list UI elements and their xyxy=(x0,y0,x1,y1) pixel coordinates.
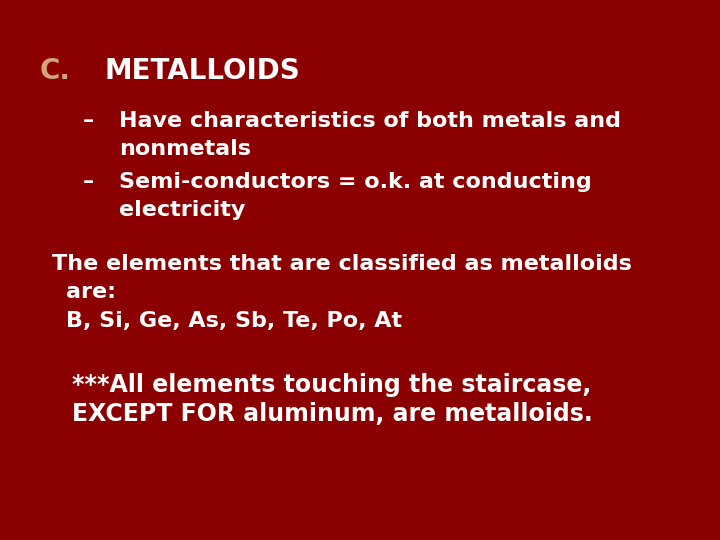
Text: EXCEPT FOR aluminum, are metalloids.: EXCEPT FOR aluminum, are metalloids. xyxy=(72,402,593,426)
Text: –: – xyxy=(83,172,94,192)
Text: METALLOIDS: METALLOIDS xyxy=(104,57,300,85)
Text: B, Si, Ge, As, Sb, Te, Po, At: B, Si, Ge, As, Sb, Te, Po, At xyxy=(66,311,402,331)
Text: The elements that are classified as metalloids: The elements that are classified as meta… xyxy=(52,254,631,274)
Text: –: – xyxy=(83,111,94,131)
Text: nonmetals: nonmetals xyxy=(119,139,251,159)
Text: ***All elements touching the staircase,: ***All elements touching the staircase, xyxy=(72,373,591,396)
Text: are:: are: xyxy=(66,282,116,302)
Text: Semi-conductors = o.k. at conducting: Semi-conductors = o.k. at conducting xyxy=(119,172,592,192)
Text: C.: C. xyxy=(40,57,71,85)
Text: Have characteristics of both metals and: Have characteristics of both metals and xyxy=(119,111,621,131)
Text: electricity: electricity xyxy=(119,200,246,220)
